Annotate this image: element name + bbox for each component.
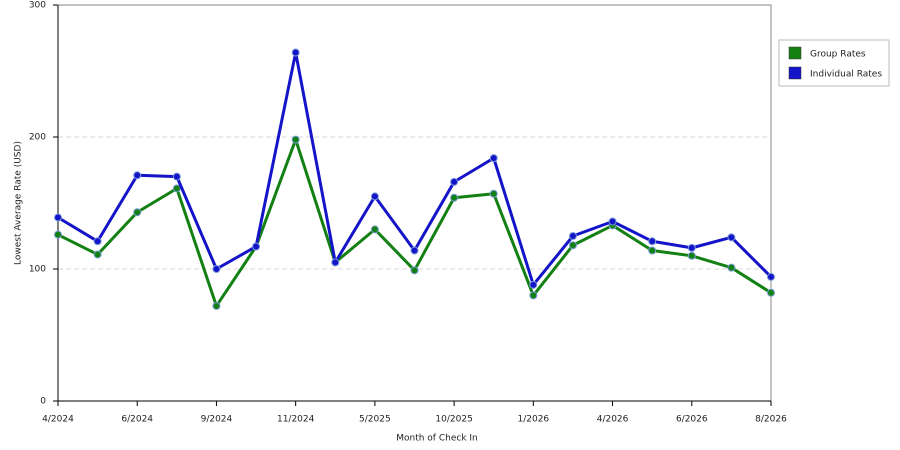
data-point bbox=[648, 246, 657, 255]
data-point bbox=[767, 272, 775, 281]
data-point bbox=[93, 237, 102, 246]
data-point bbox=[133, 171, 142, 180]
data-point bbox=[608, 217, 617, 226]
data-point bbox=[648, 237, 657, 246]
y-tick-label: 200 bbox=[29, 133, 46, 143]
data-point bbox=[172, 172, 181, 181]
data-point bbox=[331, 258, 340, 267]
legend-label: Individual Rates bbox=[810, 70, 882, 80]
x-tick-label: 4/2024 bbox=[42, 415, 74, 425]
data-point bbox=[767, 288, 775, 297]
y-axis-title: Lowest Average Rate (USD) bbox=[14, 141, 24, 265]
y-tick-label: 300 bbox=[29, 1, 46, 11]
x-tick-label: 5/2025 bbox=[359, 415, 391, 425]
data-point bbox=[212, 301, 221, 310]
data-point bbox=[529, 280, 538, 289]
legend-label: Group Rates bbox=[810, 50, 866, 60]
legend-swatch bbox=[788, 46, 802, 60]
data-point bbox=[727, 233, 736, 242]
data-point bbox=[133, 208, 142, 217]
legend-swatch bbox=[788, 66, 802, 80]
data-point bbox=[450, 193, 459, 202]
data-point bbox=[568, 232, 577, 240]
x-tick-label: 11/2024 bbox=[277, 415, 315, 425]
data-point bbox=[489, 154, 498, 163]
data-point bbox=[291, 135, 300, 144]
data-point bbox=[291, 48, 300, 57]
x-tick-label: 8/2026 bbox=[755, 415, 787, 425]
data-point bbox=[410, 246, 419, 255]
x-axis-title: Month of Check In bbox=[396, 434, 478, 444]
x-tick-label: 6/2026 bbox=[676, 415, 708, 425]
data-point bbox=[410, 266, 419, 275]
data-point bbox=[212, 265, 221, 273]
y-tick-label: 100 bbox=[29, 265, 46, 275]
data-point bbox=[529, 291, 538, 300]
x-tick-label: 9/2024 bbox=[201, 415, 233, 425]
data-point bbox=[727, 263, 736, 272]
data-point bbox=[687, 251, 696, 260]
x-tick-label: 4/2026 bbox=[597, 415, 629, 425]
data-point bbox=[54, 213, 62, 222]
x-tick-label: 1/2026 bbox=[517, 415, 549, 425]
data-point bbox=[93, 250, 102, 259]
x-tick-label: 6/2024 bbox=[121, 415, 153, 425]
data-point bbox=[450, 177, 459, 186]
data-point bbox=[370, 192, 379, 201]
x-tick-label: 10/2025 bbox=[435, 415, 472, 425]
data-point bbox=[252, 242, 261, 251]
data-point bbox=[687, 243, 696, 252]
data-point bbox=[54, 230, 62, 239]
data-point bbox=[489, 189, 498, 198]
y-tick-label: 0 bbox=[40, 397, 46, 407]
data-point bbox=[568, 241, 577, 250]
data-point bbox=[370, 225, 379, 234]
